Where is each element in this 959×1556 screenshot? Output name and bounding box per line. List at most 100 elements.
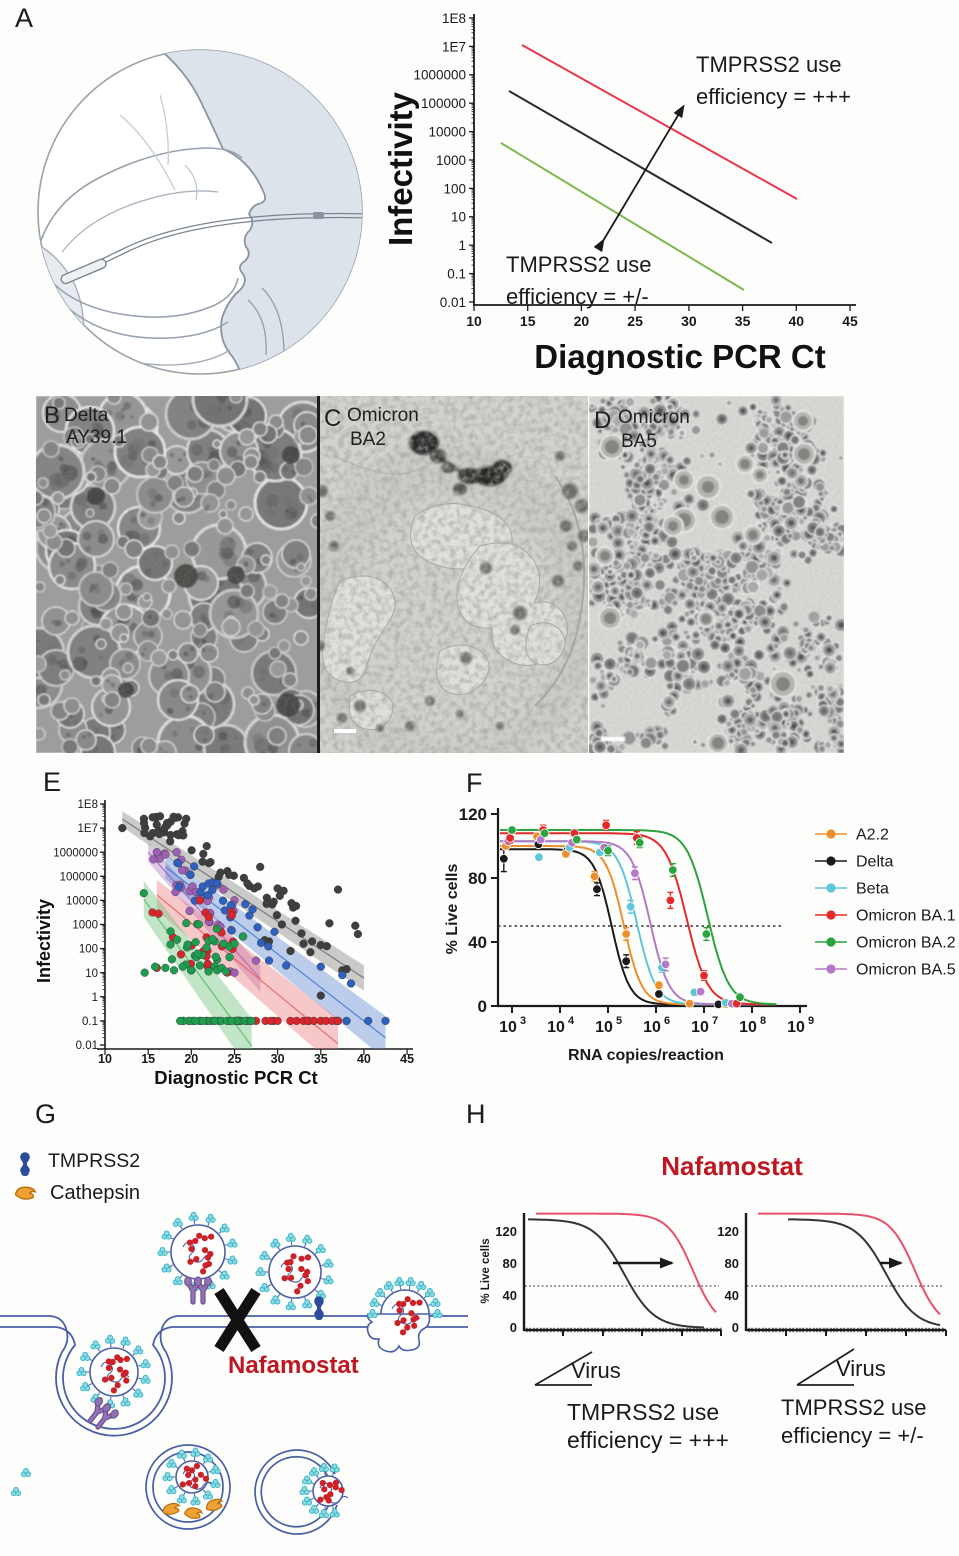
svg-text:Virus: Virus bbox=[571, 1358, 621, 1383]
svg-text:10: 10 bbox=[739, 1019, 757, 1036]
svg-text:10: 10 bbox=[787, 1019, 805, 1036]
svg-text:0.1: 0.1 bbox=[447, 267, 466, 282]
svg-text:80: 80 bbox=[468, 869, 487, 888]
svg-text:Omicron: Omicron bbox=[347, 405, 419, 426]
svg-text:10000: 10000 bbox=[428, 125, 466, 140]
svg-text:45: 45 bbox=[842, 313, 858, 329]
svg-text:Infectivity: Infectivity bbox=[382, 91, 419, 246]
svg-text:G: G bbox=[35, 1099, 56, 1129]
svg-text:0: 0 bbox=[510, 1320, 517, 1335]
svg-text:efficiency = +++: efficiency = +++ bbox=[567, 1427, 729, 1453]
svg-text:35: 35 bbox=[735, 313, 751, 329]
svg-text:15: 15 bbox=[141, 1052, 155, 1066]
svg-text:C: C bbox=[324, 405, 341, 432]
svg-text:100000: 100000 bbox=[60, 871, 98, 883]
svg-text:120: 120 bbox=[459, 805, 487, 824]
svg-text:0.1: 0.1 bbox=[82, 1016, 98, 1028]
svg-text:10: 10 bbox=[451, 210, 466, 225]
svg-text:RNA copies/reaction: RNA copies/reaction bbox=[568, 1047, 724, 1064]
svg-text:F: F bbox=[466, 768, 483, 798]
svg-text:AY39.1: AY39.1 bbox=[66, 427, 127, 448]
svg-text:0: 0 bbox=[478, 997, 487, 1016]
svg-text:100000: 100000 bbox=[421, 96, 466, 111]
svg-text:0: 0 bbox=[732, 1320, 739, 1335]
svg-text:1E7: 1E7 bbox=[442, 39, 466, 54]
svg-text:Delta: Delta bbox=[856, 854, 893, 871]
svg-text:1000000: 1000000 bbox=[413, 68, 466, 83]
svg-text:1000: 1000 bbox=[72, 920, 98, 932]
svg-text:10: 10 bbox=[466, 313, 482, 329]
svg-text:TMPRSS2 use: TMPRSS2 use bbox=[506, 252, 652, 277]
svg-text:30: 30 bbox=[681, 313, 697, 329]
svg-text:Omicron BA.1: Omicron BA.1 bbox=[856, 908, 956, 925]
svg-text:40: 40 bbox=[503, 1288, 517, 1303]
svg-text:25: 25 bbox=[228, 1052, 242, 1066]
svg-text:15: 15 bbox=[520, 313, 536, 329]
svg-text:10: 10 bbox=[499, 1019, 517, 1036]
svg-text:Diagnostic PCR Ct: Diagnostic PCR Ct bbox=[534, 338, 826, 375]
svg-text:40: 40 bbox=[725, 1288, 739, 1303]
svg-text:H: H bbox=[466, 1099, 486, 1129]
svg-text:Diagnostic PCR Ct: Diagnostic PCR Ct bbox=[154, 1067, 317, 1088]
svg-text:Nafamostat: Nafamostat bbox=[661, 1151, 803, 1181]
svg-text:7: 7 bbox=[712, 1015, 718, 1027]
svg-text:10000: 10000 bbox=[66, 896, 98, 908]
svg-text:10: 10 bbox=[691, 1019, 709, 1036]
svg-text:Omicron BA.5: Omicron BA.5 bbox=[856, 962, 956, 979]
svg-text:1: 1 bbox=[458, 238, 466, 253]
svg-text:30: 30 bbox=[271, 1052, 285, 1066]
svg-text:Nafamostat: Nafamostat bbox=[228, 1352, 359, 1379]
svg-text:TMPRSS2 use: TMPRSS2 use bbox=[696, 52, 842, 77]
svg-text:TMPRSS2 use: TMPRSS2 use bbox=[781, 1395, 927, 1420]
svg-text:20: 20 bbox=[574, 313, 590, 329]
svg-text:100: 100 bbox=[443, 181, 466, 196]
svg-text:80: 80 bbox=[725, 1256, 739, 1271]
svg-text:0.01: 0.01 bbox=[76, 1040, 98, 1052]
svg-text:E: E bbox=[43, 767, 61, 797]
svg-text:Delta: Delta bbox=[64, 405, 109, 426]
svg-text:45: 45 bbox=[400, 1052, 414, 1066]
svg-text:TMPRSS2 use: TMPRSS2 use bbox=[567, 1399, 719, 1425]
svg-text:0.01: 0.01 bbox=[440, 295, 466, 310]
svg-text:% Live cells: % Live cells bbox=[444, 864, 461, 955]
svg-text:B: B bbox=[44, 402, 60, 429]
svg-text:35: 35 bbox=[314, 1052, 328, 1066]
svg-text:1E7: 1E7 bbox=[78, 823, 98, 835]
svg-text:80: 80 bbox=[503, 1256, 517, 1271]
svg-text:100: 100 bbox=[79, 944, 98, 956]
svg-text:D: D bbox=[594, 407, 611, 434]
svg-text:BA5: BA5 bbox=[621, 431, 657, 452]
svg-text:20: 20 bbox=[184, 1052, 198, 1066]
svg-text:40: 40 bbox=[468, 933, 487, 952]
svg-text:120: 120 bbox=[717, 1224, 739, 1239]
svg-text:efficiency = +/-: efficiency = +/- bbox=[506, 284, 649, 309]
svg-text:efficiency = +++: efficiency = +++ bbox=[696, 84, 851, 109]
svg-text:10: 10 bbox=[547, 1019, 565, 1036]
svg-text:efficiency = +/-: efficiency = +/- bbox=[781, 1423, 924, 1448]
svg-text:10: 10 bbox=[98, 1052, 112, 1066]
svg-text:1000000: 1000000 bbox=[53, 847, 98, 859]
svg-text:9: 9 bbox=[808, 1015, 814, 1027]
svg-text:A2.2: A2.2 bbox=[856, 827, 889, 844]
svg-text:1: 1 bbox=[92, 992, 98, 1004]
svg-text:4: 4 bbox=[568, 1015, 575, 1027]
svg-text:10: 10 bbox=[85, 968, 98, 980]
svg-text:TMPRSS2: TMPRSS2 bbox=[48, 1150, 140, 1172]
svg-text:1E8: 1E8 bbox=[78, 799, 98, 811]
svg-text:1000: 1000 bbox=[436, 153, 466, 168]
svg-text:% Live cells: % Live cells bbox=[480, 1238, 492, 1303]
svg-text:Virus: Virus bbox=[836, 1356, 886, 1381]
svg-text:10: 10 bbox=[643, 1019, 661, 1036]
svg-text:120: 120 bbox=[495, 1224, 517, 1239]
svg-text:Cathepsin: Cathepsin bbox=[50, 1182, 140, 1204]
svg-text:1E8: 1E8 bbox=[442, 11, 466, 26]
svg-text:40: 40 bbox=[789, 313, 805, 329]
svg-text:25: 25 bbox=[627, 313, 643, 329]
svg-text:Omicron BA.2: Omicron BA.2 bbox=[856, 935, 956, 952]
svg-text:40: 40 bbox=[357, 1052, 371, 1066]
svg-text:8: 8 bbox=[760, 1015, 766, 1027]
svg-text:Omicron: Omicron bbox=[618, 407, 690, 428]
svg-text:Beta: Beta bbox=[856, 881, 889, 898]
svg-text:5: 5 bbox=[616, 1015, 622, 1027]
svg-text:Infectivity: Infectivity bbox=[34, 899, 54, 983]
